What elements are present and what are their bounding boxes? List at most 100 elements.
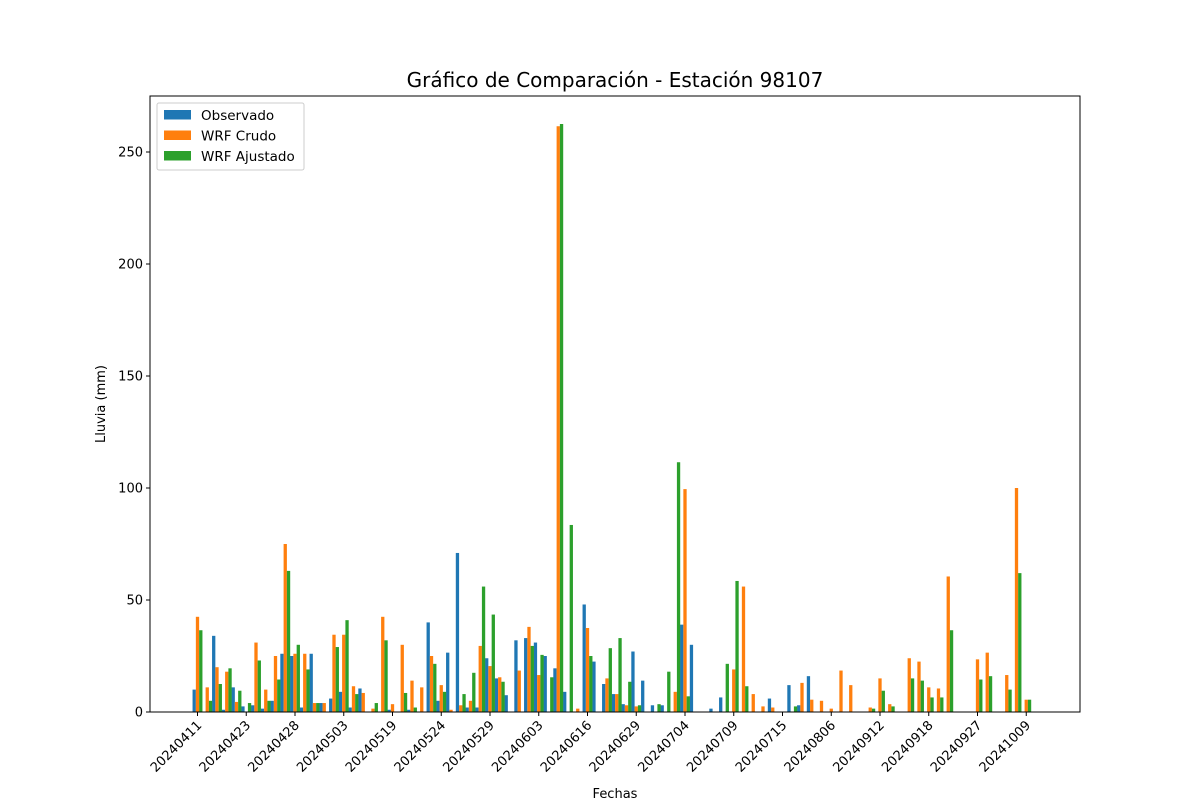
bar-observado-13 (319, 703, 323, 712)
bar-wrf-ajustado-27 (462, 694, 466, 712)
bar-observado-37 (553, 668, 557, 712)
bar-wrf-ajustado-5 (247, 703, 252, 712)
bar-wrf-ajustado-1 (208, 700, 213, 712)
bar-wrf-ajustado-36 (550, 677, 554, 712)
bar-wrf-ajustado-49 (676, 462, 681, 712)
bar-wrf-crudo-73 (907, 658, 911, 712)
bar-observado-59 (767, 698, 772, 712)
bar-wrf-crudo-76 (936, 688, 941, 712)
bar-observado-51 (689, 644, 694, 712)
bar-wrf-crudo-29 (478, 645, 482, 712)
bar-observado-24 (426, 622, 430, 712)
legend-label-wrf-crudo: WRF Crudo (201, 129, 276, 145)
bar-wrf-crudo-25 (439, 685, 443, 712)
bar-wrf-crudo-12 (312, 703, 317, 712)
bar-wrf-ajustado-61 (793, 706, 798, 712)
bar-wrf-crudo-66 (839, 670, 843, 712)
bar-wrf-crudo-14 (332, 634, 336, 712)
bar-wrf-crudo-23 (420, 687, 424, 712)
bar-wrf-ajustado-70 (881, 690, 885, 712)
bar-wrf-crudo-9 (283, 544, 287, 712)
bars-group (192, 124, 1032, 713)
bar-wrf-crudo-15 (342, 634, 346, 712)
bar-observado-14 (329, 698, 333, 712)
bar-wrf-crudo-75 (927, 687, 931, 712)
bar-observado-5 (241, 706, 245, 712)
bar-observado-12 (309, 653, 313, 712)
bar-wrf-crudo-43 (615, 694, 619, 712)
bar-wrf-crudo-35 (537, 675, 541, 712)
bar-wrf-ajustado-69 (871, 708, 876, 712)
bar-wrf-ajustado-22 (413, 707, 417, 712)
bar-wrf-ajustado-29 (481, 586, 486, 712)
bar-observado-34 (524, 638, 528, 712)
bar-wrf-ajustado-14 (335, 647, 339, 712)
bar-wrf-ajustado-73 (910, 678, 915, 712)
bar-wrf-crudo-18 (371, 708, 375, 712)
bar-observado-53 (709, 708, 713, 712)
bar-observado-50 (680, 624, 684, 712)
bar-wrf-crudo-20 (390, 704, 395, 712)
bar-wrf-crudo-24 (429, 656, 434, 712)
bar-wrf-crudo-3 (225, 671, 229, 712)
bar-wrf-crudo-69 (868, 707, 872, 712)
bar-wrf-ajustado-35 (540, 654, 544, 712)
bar-wrf-ajustado-4 (238, 690, 242, 712)
bar-wrf-ajustado-43 (618, 638, 622, 712)
bar-wrf-ajustado-21 (403, 692, 408, 712)
bar-observado-63 (806, 676, 811, 712)
bar-wrf-ajustado-40 (589, 656, 593, 712)
bar-wrf-crudo-37 (556, 126, 560, 713)
bar-observado-25 (436, 700, 440, 712)
bar-wrf-crudo-62 (800, 682, 804, 712)
bar-wrf-crudo-8 (273, 656, 278, 712)
bar-wrf-crudo-33 (517, 670, 521, 712)
bar-observado-20 (387, 709, 391, 712)
bar-wrf-ajustado-56 (745, 686, 749, 712)
bar-wrf-crudo-22 (410, 680, 414, 712)
bar-wrf-crudo-84 (1014, 488, 1019, 712)
bar-wrf-ajustado-34 (530, 645, 534, 712)
bar-observado-6 (251, 705, 255, 712)
bar-wrf-ajustado-71 (891, 706, 895, 712)
bar-wrf-crudo-56 (741, 586, 746, 712)
bar-wrf-crudo-13 (322, 703, 326, 712)
bar-wrf-ajustado-9 (286, 570, 291, 712)
bar-wrf-crudo-70 (878, 678, 882, 712)
bar-wrf-crudo-42 (605, 678, 609, 712)
bar-wrf-ajustado-81 (988, 676, 993, 712)
bar-wrf-crudo-74 (917, 661, 921, 712)
bar-wrf-ajustado-8 (277, 679, 281, 712)
bar-wrf-crudo-40 (585, 628, 590, 712)
bar-wrf-crudo-28 (468, 700, 473, 712)
bar-observado-61 (787, 685, 791, 712)
y-axis-label: Lluvia (mm) (94, 365, 109, 443)
bar-observado-8 (270, 700, 274, 712)
legend-swatch-observado (164, 110, 191, 120)
legend-box (156, 102, 305, 171)
bar-observado-38 (563, 691, 567, 712)
bar-wrf-ajustado-6 (257, 660, 261, 712)
bar-observado-62 (797, 705, 801, 712)
bar-observado-47 (650, 705, 655, 712)
bar-observado-44 (621, 704, 625, 712)
bar-wrf-crudo-10 (293, 653, 297, 712)
bar-wrf-crudo-63 (810, 699, 814, 712)
bar-wrf-ajustado-31 (501, 681, 505, 712)
chart-title: Gráfico de Comparación - Estación 98107 (407, 68, 824, 92)
bar-wrf-ajustado-84 (1018, 573, 1022, 712)
bar-observado-15 (338, 691, 343, 712)
y-tick-label: 50 (126, 594, 143, 609)
x-axis-label: Fechas (593, 787, 638, 800)
bar-wrf-crudo-30 (488, 666, 492, 712)
bar-wrf-crudo-59 (771, 707, 775, 712)
bar-wrf-crudo-50 (683, 489, 687, 712)
bar-wrf-ajustado-38 (569, 524, 573, 712)
bar-wrf-crudo-55 (732, 669, 736, 712)
bar-wrf-ajustado-28 (472, 672, 476, 712)
bar-wrf-ajustado-12 (316, 703, 320, 712)
bar-wrf-ajustado-18 (374, 703, 378, 712)
bar-wrf-ajustado-15 (345, 620, 349, 712)
legend-label-wrf-ajustado: WRF Ajustado (201, 149, 295, 165)
bar-observado-43 (611, 694, 616, 712)
